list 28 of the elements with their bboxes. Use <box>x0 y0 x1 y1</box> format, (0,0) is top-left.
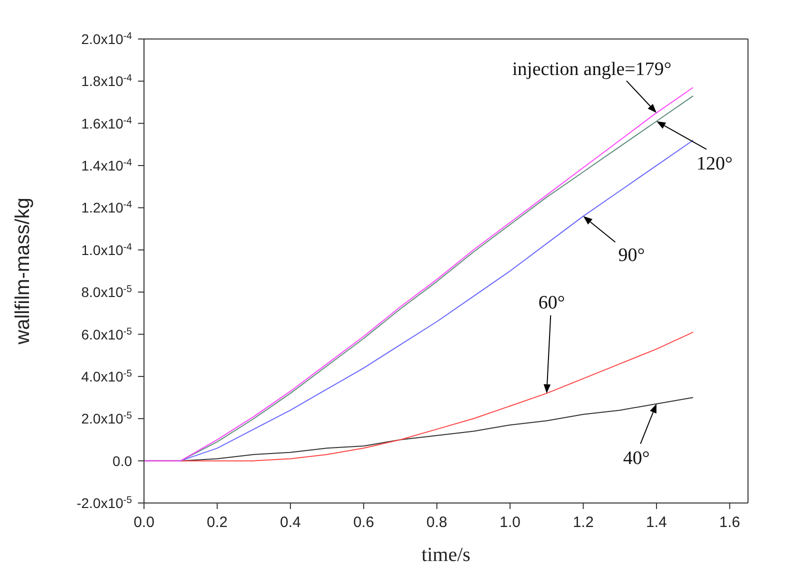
x-tick-label: 0.4 <box>280 514 301 531</box>
y-tick-label: 2.0x10$^{-4}$ <box>81 30 133 47</box>
y-axis-title: wallfilm-mass/kg <box>12 198 34 346</box>
x-tick-label: 1.4 <box>646 514 667 531</box>
x-tick-label: 0.2 <box>206 514 228 531</box>
text: 120° <box>696 153 733 174</box>
y-tick-label: 1.4x10$^{-4}$ <box>81 157 133 174</box>
x-tick-label: 1.6 <box>719 514 740 531</box>
y-tick-label: 1.6x10$^{-4}$ <box>81 114 133 132</box>
y-tick-label: 6.0x10$^{-5}$ <box>81 326 133 342</box>
text: 90° <box>618 245 645 266</box>
x-tick-label: 1.2 <box>572 514 594 531</box>
x-tick-label: 0.8 <box>426 514 448 531</box>
y-tick-label: 4.0x10$^{-5}$ <box>81 368 133 384</box>
x-tick-label: 0.6 <box>353 514 374 531</box>
series-label: 40° <box>623 448 650 469</box>
y-tick-label: 1.0x10$^{-4}$ <box>81 241 133 258</box>
series-label: injection angle=179° <box>512 58 672 80</box>
x-axis-title: time/s <box>422 544 471 566</box>
y-tick-label: 8.0x10$^{-5}$ <box>81 284 133 300</box>
y-tick-label: 0.0 <box>112 452 132 469</box>
y-tick-label: 1.8x10$^{-4}$ <box>81 72 133 90</box>
x-tick-label: 1.0 <box>500 514 520 531</box>
x-tick-label: 0.0 <box>134 514 154 531</box>
y-tick-label: -2.0x10$^{-5}$ <box>76 494 133 511</box>
y-tick-label: 2.0x10$^{-5}$ <box>81 410 133 427</box>
text: 60° <box>538 292 565 314</box>
y-tick-label: 1.2x10$^{-4}$ <box>81 199 133 216</box>
